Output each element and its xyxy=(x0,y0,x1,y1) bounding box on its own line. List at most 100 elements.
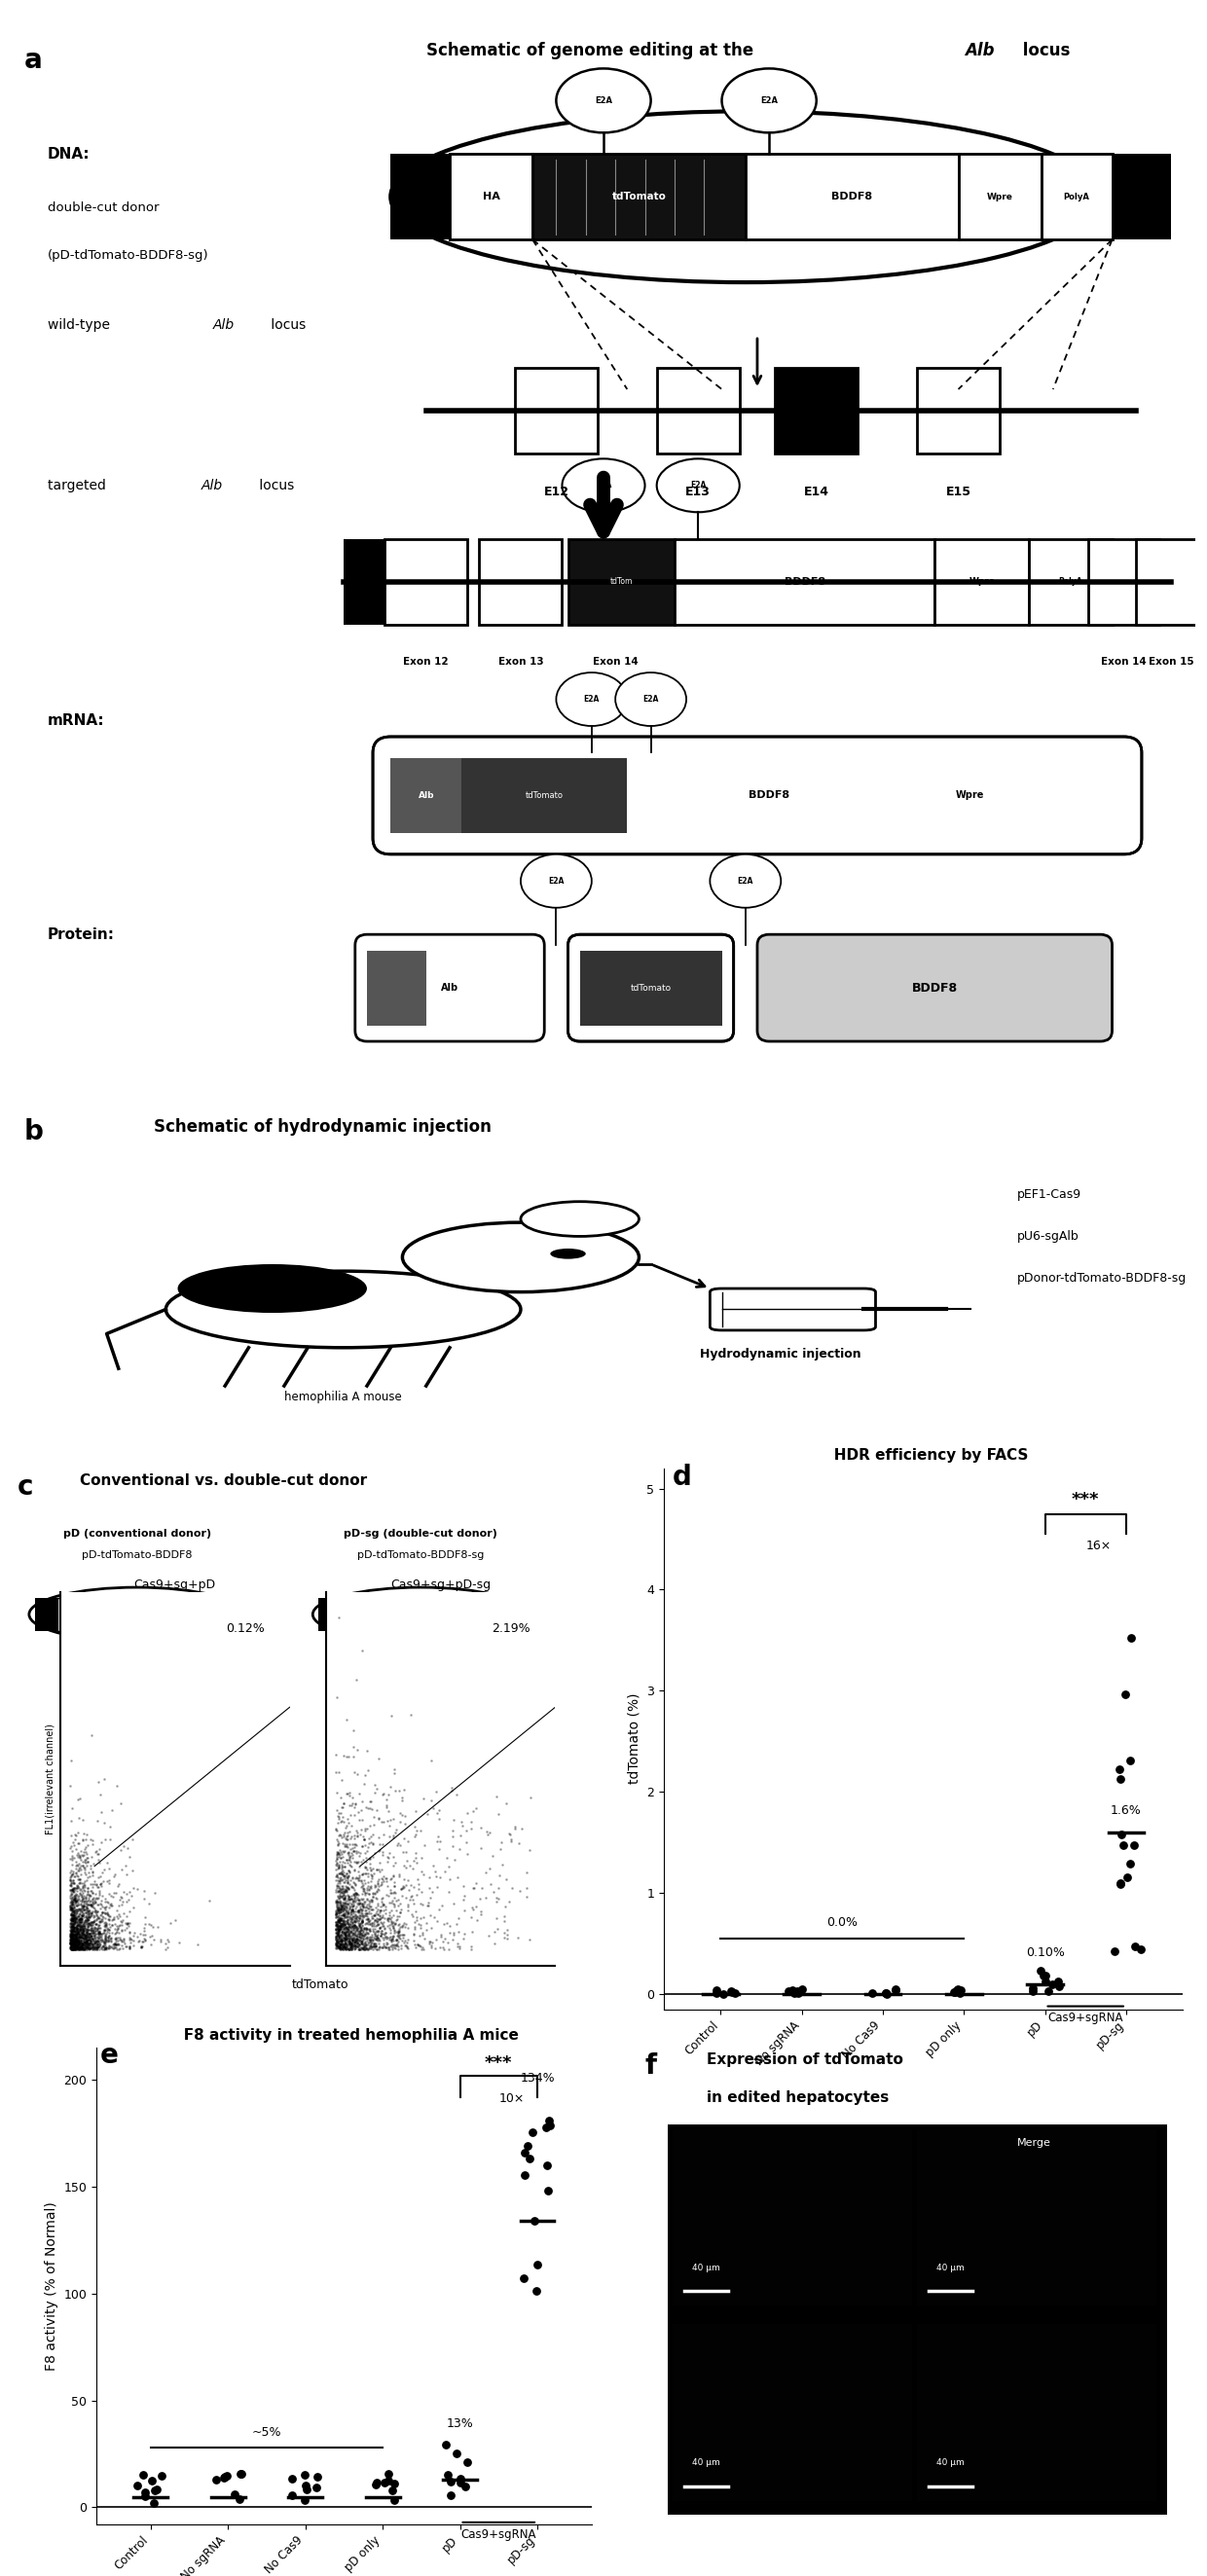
Point xyxy=(70,1893,89,1935)
Point xyxy=(407,1875,426,1917)
Point xyxy=(68,1911,87,1953)
Text: tdTomato: tdTomato xyxy=(630,984,671,992)
Point xyxy=(336,1826,355,1868)
Point xyxy=(371,1906,390,1947)
Point xyxy=(349,1927,368,1968)
Point xyxy=(97,1904,116,1945)
Point xyxy=(62,1911,81,1953)
Point xyxy=(62,1891,81,1932)
Point xyxy=(361,1927,380,1968)
Point xyxy=(71,1888,91,1929)
Point xyxy=(66,1914,86,1955)
Point xyxy=(328,1862,348,1904)
Point xyxy=(398,1927,418,1968)
Point xyxy=(65,1924,84,1965)
Point xyxy=(344,1922,363,1963)
Point xyxy=(352,1855,372,1896)
Point xyxy=(328,1906,348,1947)
Point xyxy=(334,1893,354,1935)
Point xyxy=(330,1927,349,1968)
Point xyxy=(100,1909,119,1950)
Point xyxy=(345,1901,365,1942)
Point xyxy=(332,1855,351,1896)
Point xyxy=(62,1924,81,1965)
Point xyxy=(83,1824,103,1865)
Point xyxy=(63,1924,82,1965)
Point xyxy=(84,1922,104,1963)
Point xyxy=(66,1917,86,1958)
Point xyxy=(60,1922,80,1963)
Point xyxy=(95,1927,115,1968)
Point xyxy=(121,1911,140,1953)
Point xyxy=(65,1901,84,1942)
Point xyxy=(392,1868,412,1909)
Point xyxy=(92,1901,111,1942)
Point xyxy=(64,1901,83,1942)
Point xyxy=(66,1896,86,1937)
Point xyxy=(371,1896,390,1937)
Point xyxy=(66,1909,86,1950)
Point xyxy=(63,1878,82,1919)
Point xyxy=(344,1896,363,1937)
Point xyxy=(345,1922,365,1963)
Point xyxy=(63,1899,82,1940)
Point xyxy=(360,1883,379,1924)
Point xyxy=(65,1924,84,1965)
Point xyxy=(331,1891,350,1932)
Point xyxy=(68,1844,87,1886)
Point xyxy=(72,1819,92,1860)
Point xyxy=(444,1883,463,1924)
Point xyxy=(62,1927,81,1968)
Point xyxy=(82,1919,101,1960)
Point xyxy=(357,1893,377,1935)
Point xyxy=(95,1917,115,1958)
Point xyxy=(384,1906,403,1947)
Point xyxy=(84,1901,104,1942)
Point xyxy=(339,1850,358,1891)
Point xyxy=(334,1922,354,1963)
Point xyxy=(86,1893,105,1935)
Point xyxy=(368,1870,387,1911)
Point xyxy=(65,1914,84,1955)
Point xyxy=(336,1870,355,1911)
Point xyxy=(72,1878,92,1919)
Point xyxy=(86,1929,105,1971)
Point xyxy=(65,1924,84,1965)
Point xyxy=(345,1922,365,1963)
Point xyxy=(348,1873,367,1914)
Point xyxy=(76,1891,95,1932)
Point xyxy=(437,1901,456,1942)
Point xyxy=(480,1847,500,1888)
Point xyxy=(384,1814,403,1855)
Point xyxy=(362,1904,381,1945)
Point xyxy=(72,1911,92,1953)
Point xyxy=(64,1909,83,1950)
Point xyxy=(373,1834,392,1875)
Point xyxy=(66,1906,86,1947)
Point xyxy=(112,1909,132,1950)
Point xyxy=(86,1914,105,1955)
Point xyxy=(115,1924,134,1965)
Point xyxy=(80,1883,99,1924)
Point xyxy=(69,1922,88,1963)
Point xyxy=(66,1852,86,1893)
Point xyxy=(71,1852,91,1893)
Point xyxy=(371,1891,390,1932)
Point xyxy=(68,1901,87,1942)
Point xyxy=(97,1919,116,1960)
Point xyxy=(101,1917,121,1958)
Point xyxy=(331,1899,350,1940)
Point xyxy=(71,1919,91,1960)
Point xyxy=(348,1811,367,1852)
Text: tdTomato: tdTomato xyxy=(525,791,564,801)
Point xyxy=(379,1891,398,1932)
Point xyxy=(81,1904,100,1945)
Point xyxy=(350,1924,369,1965)
Point xyxy=(327,1927,346,1968)
Point xyxy=(84,1883,104,1924)
Point xyxy=(97,1904,116,1945)
Point xyxy=(339,1906,358,1947)
Point xyxy=(82,1883,101,1924)
Point xyxy=(334,1917,354,1958)
Point xyxy=(63,1919,82,1960)
